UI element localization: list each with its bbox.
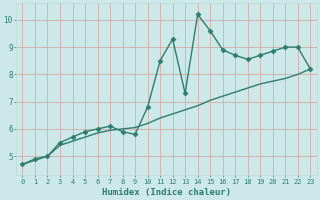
- X-axis label: Humidex (Indice chaleur): Humidex (Indice chaleur): [102, 188, 231, 197]
